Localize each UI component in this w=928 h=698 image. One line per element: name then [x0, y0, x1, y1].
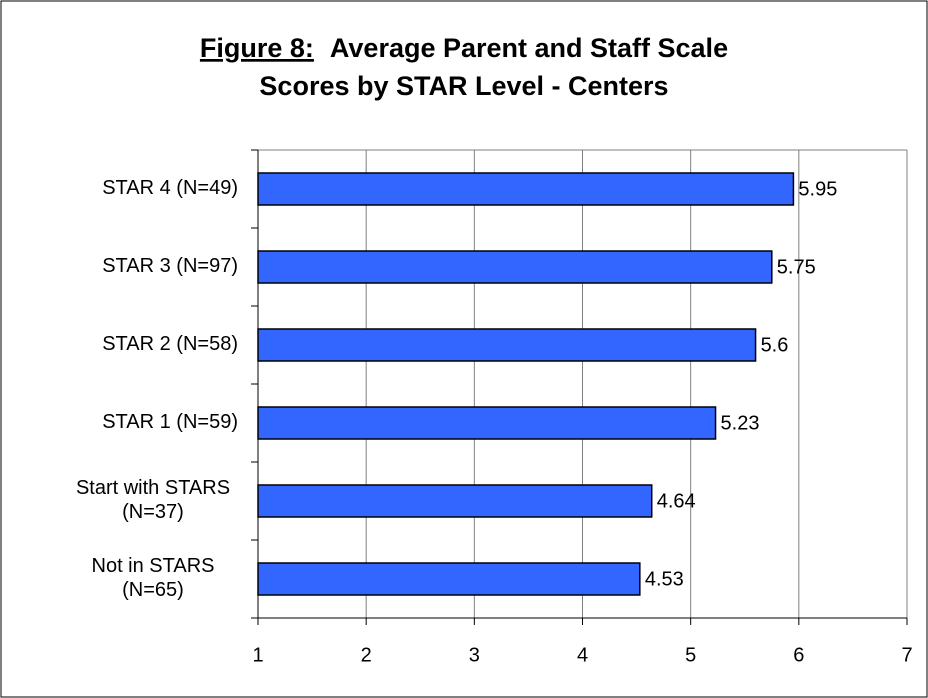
bar	[257, 562, 641, 596]
x-tick-label: 7	[901, 644, 912, 666]
data-label: 5.95	[798, 178, 837, 200]
y-tick-label-line: STAR 3 (N=97)	[102, 255, 238, 277]
chart-title-prefix: Figure 8:	[200, 33, 314, 63]
y-tick-label: Not in STARS (N=65)	[92, 555, 215, 601]
chart-title-line: Scores by STAR Level - Centers	[259, 71, 668, 101]
y-tick-label: Start with STARS (N=37)	[76, 477, 230, 523]
bar	[257, 484, 653, 518]
data-label: 5.6	[761, 334, 789, 356]
x-tick-label: 3	[469, 644, 480, 666]
data-label: 5.75	[777, 256, 816, 278]
y-tick-label-line: STAR 4 (N=49)	[102, 177, 238, 199]
y-tick-label-line: (N=37)	[122, 501, 184, 523]
chart-title-line: Average Parent and Staff Scale	[330, 33, 728, 63]
y-tick-label-line: (N=65)	[122, 579, 184, 601]
y-tick-label: STAR 4 (N=49)	[102, 177, 238, 199]
bar	[257, 250, 773, 284]
bar	[257, 328, 757, 362]
y-tick-label: STAR 1 (N=59)	[102, 411, 238, 433]
y-tick-label-line: STAR 1 (N=59)	[102, 411, 238, 433]
data-label: 4.64	[657, 490, 696, 512]
x-tick-label: 2	[361, 644, 372, 666]
x-tick-label: 4	[577, 644, 588, 666]
x-tick-label: 6	[793, 644, 804, 666]
x-tick-label: 1	[252, 644, 263, 666]
bar	[257, 406, 717, 440]
y-tick-label-line: STAR 2 (N=58)	[102, 333, 238, 355]
y-tick-label: STAR 3 (N=97)	[102, 255, 238, 277]
y-tick-label: STAR 2 (N=58)	[102, 333, 238, 355]
bar	[257, 172, 795, 206]
data-label: 4.53	[645, 568, 684, 590]
y-tick-label-line: Start with STARS	[76, 477, 230, 499]
data-label: 5.23	[721, 412, 760, 434]
x-tick-label: 5	[685, 644, 696, 666]
chart-title-line: Figure 8: Average Parent and Staff Scale	[200, 33, 728, 63]
y-tick-label-line: Not in STARS	[92, 555, 215, 577]
